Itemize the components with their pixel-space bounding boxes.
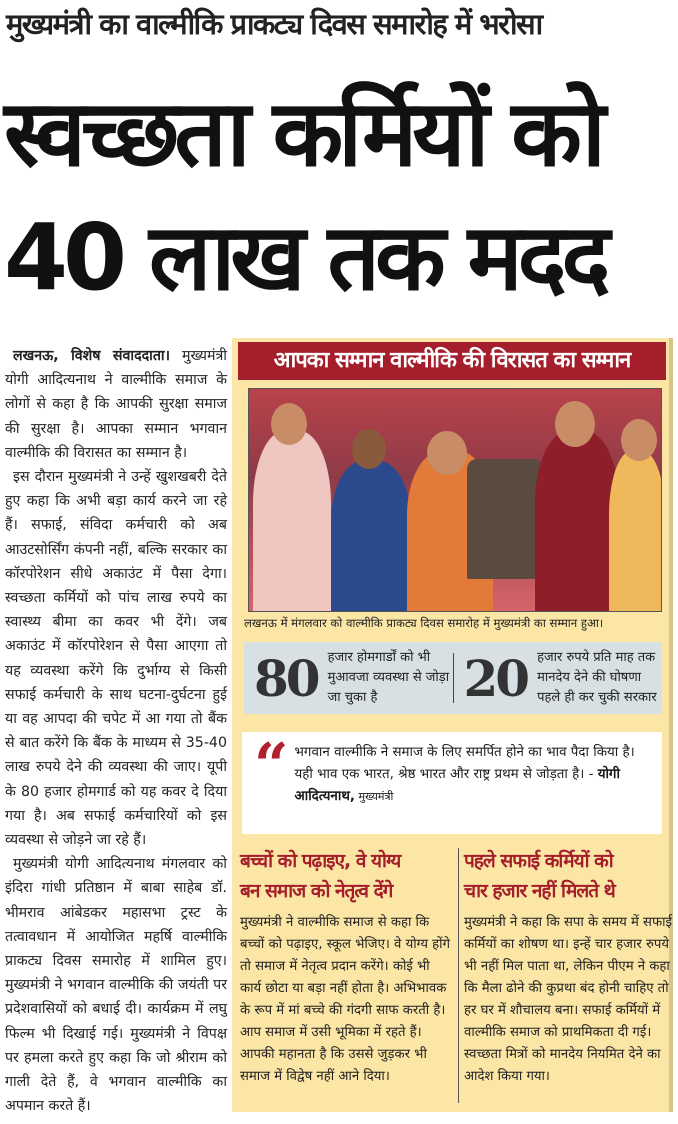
article-body: लखनऊ, विशेष संवाददाता। मुख्यमंत्री योगी … <box>5 344 227 1119</box>
quote-text: भगवान वाल्मीकि ने समाज के लिए समर्पित हो… <box>294 745 635 782</box>
article-paragraph: इस दौरान मुख्यमंत्री ने उन्हें खुशखबरी द… <box>5 469 227 849</box>
quote-author-role: मुख्यमंत्री <box>354 790 394 803</box>
article-paragraph: मुख्यमंत्री योगी आदित्यनाथ मंगलवार को इं… <box>5 856 227 1115</box>
subsection-education: बच्चों को पढ़ाइए, वे योग्य बन समाज को ने… <box>240 846 452 1088</box>
stat-text: हजार रुपये प्रति माह तक मानदेय देने की घ… <box>537 650 657 705</box>
subsection-wages: पहले सफाई कर्मियों को चार हजार नहीं मिलत… <box>464 846 676 1088</box>
quote-box: “ भगवान वाल्मीकि ने समाज के लिए समर्पित … <box>242 732 662 834</box>
subsection-title: चार हजार नहीं मिलते थे <box>464 880 616 902</box>
main-headline-line-2: 40 लाख तक मदद <box>4 204 610 311</box>
stats-box: 80 हजार होमगार्डों को भी मुआवजा व्यवस्था… <box>244 642 662 714</box>
subsection-body: मुख्यमंत्री ने वाल्मीकि समाज से कहा कि ब… <box>240 915 451 1084</box>
photo-caption: लखनऊ में मंगलवार को वाल्मीकि प्राकट्य दि… <box>244 616 604 630</box>
article-paragraph: मुख्यमंत्री योगी आदित्यनाथ ने वाल्मीकि स… <box>5 348 227 461</box>
quote-mark-icon: “ <box>254 731 289 801</box>
subsection-title: पहले सफाई कर्मियों को <box>464 850 614 872</box>
event-photo <box>248 388 662 612</box>
stat-number: 80 <box>254 648 321 708</box>
stat-text: हजार होमगार्डों को भी मुआवजा व्यवस्था से… <box>327 650 450 705</box>
sidebar-panel: आपका सम्मान वाल्मीकि की विरासत का सम्मान… <box>232 338 673 1112</box>
subsection-title: बच्चों को पढ़ाइए, वे योग्य <box>240 850 401 872</box>
subsection-body: मुख्यमंत्री ने कहा कि सपा के समय में सफा… <box>464 915 673 1084</box>
column-divider <box>458 848 459 1103</box>
subsection-title: बन समाज को नेतृत्व देंगे <box>240 880 393 902</box>
main-headline-line-1: स्वच्छता कर्मियों को <box>4 80 606 187</box>
kicker-headline: मुख्यमंत्री का वाल्मीकि प्राकट्य दिवस सम… <box>6 7 543 41</box>
divider <box>452 653 454 703</box>
quote-author: योगी आदित्यनाथ, <box>294 767 620 804</box>
stat-number: 20 <box>463 648 531 708</box>
stat-homeguards: 80 हजार होमगार्डों को भी मुआवजा व्यवस्था… <box>244 648 453 708</box>
dateline: लखनऊ, विशेष संवाददाता। <box>13 348 170 364</box>
stat-honorarium: 20 हजार रुपये प्रति माह तक मानदेय देने क… <box>454 648 663 708</box>
panel-banner: आपका सम्मान वाल्मीकि की विरासत का सम्मान <box>238 342 666 380</box>
